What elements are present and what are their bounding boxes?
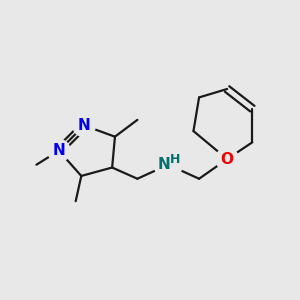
Circle shape xyxy=(216,148,238,170)
Circle shape xyxy=(154,151,182,179)
Circle shape xyxy=(73,114,95,137)
Text: N: N xyxy=(78,118,91,133)
Circle shape xyxy=(157,154,179,176)
Circle shape xyxy=(48,140,70,162)
Text: N: N xyxy=(158,157,170,172)
Circle shape xyxy=(216,148,238,170)
Text: O: O xyxy=(220,152,234,166)
Text: H: H xyxy=(170,153,180,166)
Text: N: N xyxy=(52,143,65,158)
